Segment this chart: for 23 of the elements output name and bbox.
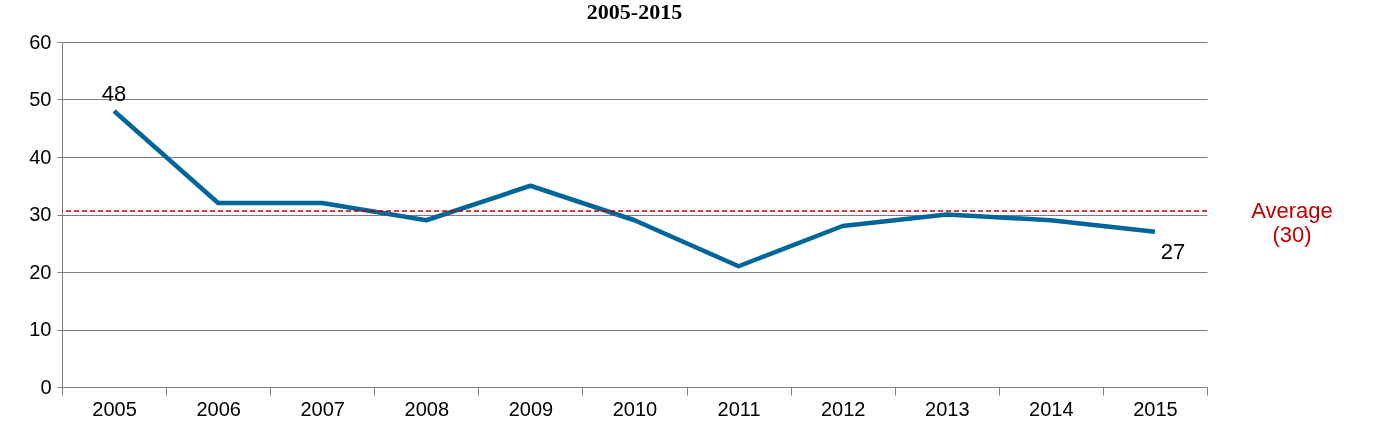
x-tick-label: 2008 — [404, 397, 450, 420]
y-tick-label: 50 — [29, 88, 52, 110]
x-tick-label: 2015 — [1133, 397, 1178, 420]
y-tick-label: 40 — [29, 145, 52, 168]
x-tick-label: 2011 — [717, 397, 761, 420]
line-series — [111, 108, 1158, 269]
ref-line-label: Average (30) — [1251, 198, 1333, 248]
chart-title: 2005-2015 — [586, 0, 683, 24]
x-tick-label: 2013 — [925, 397, 970, 420]
x-tick-label: 2005 — [92, 397, 137, 420]
x-tick-label: 2012 — [820, 397, 866, 420]
data-label: 27 — [1160, 238, 1186, 264]
x-tick-label: 2010 — [612, 397, 658, 420]
y-tick-label: 10 — [29, 318, 52, 340]
x-tick-label: 2014 — [1029, 397, 1074, 420]
y-tick-label: 0 — [40, 375, 52, 398]
x-tick-label: 2009 — [508, 397, 554, 420]
y-tick-label: 60 — [29, 30, 52, 53]
y-tick-label: 20 — [29, 260, 52, 283]
x-tick-label: 2007 — [300, 397, 345, 420]
x-tick-label: 2006 — [196, 397, 241, 420]
y-tick-label: 30 — [29, 203, 52, 225]
data-label: 48 — [101, 81, 127, 106]
